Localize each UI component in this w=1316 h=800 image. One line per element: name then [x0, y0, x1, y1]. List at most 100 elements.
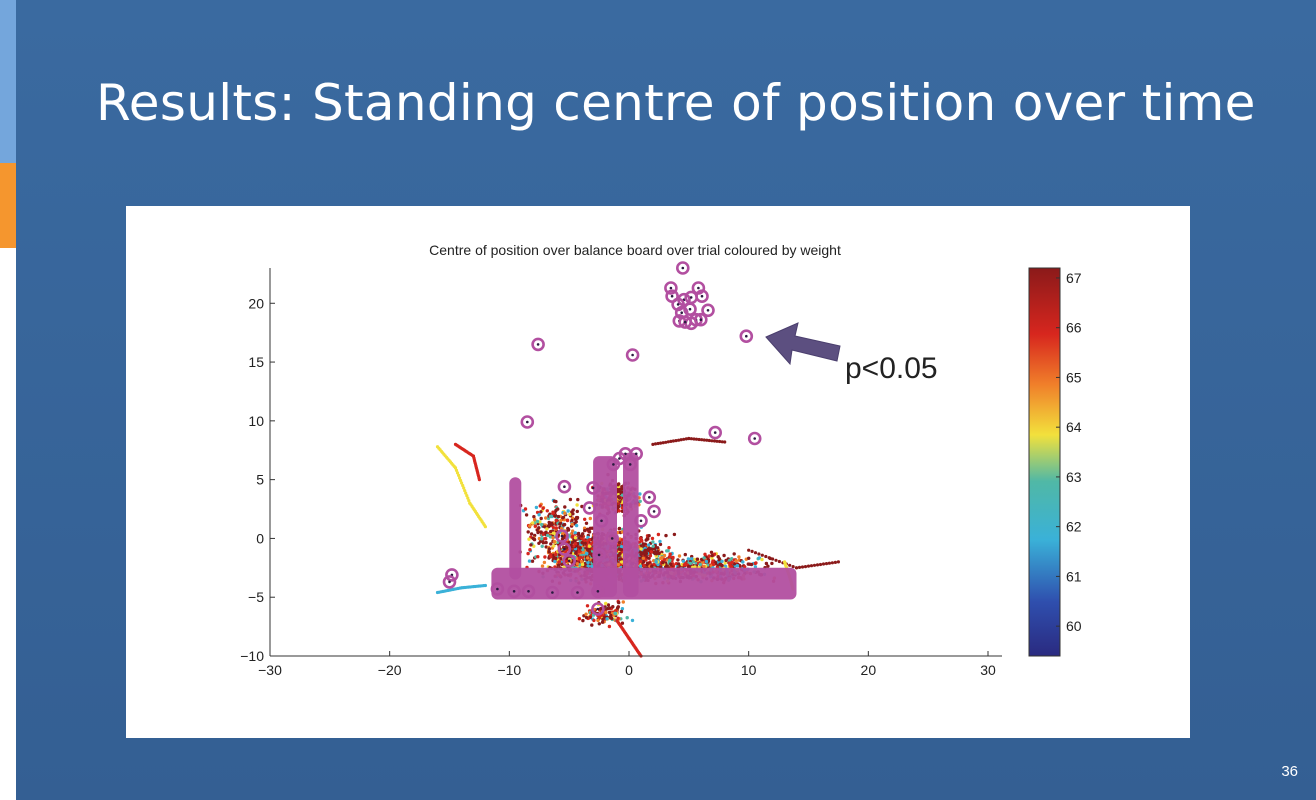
trajectory-point [524, 513, 529, 517]
trajectory-point [554, 556, 558, 561]
trajectory-point [566, 526, 570, 531]
trajectory-point [679, 438, 683, 442]
trajectory-point [661, 441, 665, 445]
trajectory-point [584, 521, 589, 525]
trajectory-point [753, 551, 758, 555]
trajectory-point [548, 514, 553, 519]
trajectory-point [659, 441, 663, 445]
trajectory-point [767, 556, 771, 560]
trajectory-point [757, 556, 762, 560]
trajectory-point [530, 559, 535, 563]
highlight-marker-center [591, 486, 595, 490]
trajectory-point [669, 562, 673, 566]
trajectory-point [697, 437, 701, 442]
highlight-marker-center [648, 496, 651, 499]
y-tick-label: 20 [248, 295, 264, 311]
trajectory-point [666, 549, 670, 553]
trajectory-point [580, 541, 584, 545]
x-tick-label: 20 [861, 662, 877, 678]
trajectory-point [588, 526, 592, 530]
trajectory-point [463, 489, 467, 493]
trajectory-point [753, 561, 758, 566]
trajectory-point [692, 437, 696, 441]
highlight-marker [545, 585, 560, 600]
trajectory-point [616, 562, 621, 567]
highlight-marker-center [618, 457, 621, 460]
trajectory-point [760, 557, 764, 562]
trajectory-point [540, 544, 544, 548]
trajectory-point [743, 565, 747, 569]
trajectory-point [661, 561, 665, 565]
trajectory-point [836, 560, 841, 564]
trajectory-point [528, 548, 532, 552]
highlight-marker-center [639, 519, 643, 523]
trajectory-point [554, 553, 558, 557]
highlight-marker-center [551, 591, 554, 594]
trajectory-point [746, 562, 750, 566]
trajectory-point [547, 550, 551, 554]
trajectory-point [568, 497, 573, 502]
trajectory-point [570, 540, 575, 545]
highlight-marker-center [612, 463, 615, 466]
trajectory-point [702, 556, 706, 560]
x-tick-label: −20 [378, 662, 402, 678]
trajectory-point [702, 564, 706, 568]
highlight-marker-center [563, 485, 566, 489]
trajectory-point [539, 510, 543, 514]
trajectory-point [483, 583, 487, 588]
trajectory-point [566, 509, 570, 513]
trajectory-point [553, 559, 557, 564]
trajectory-point [556, 507, 560, 511]
trajectory-point [542, 560, 547, 565]
trajectory-point [458, 476, 462, 480]
trajectory-point [544, 516, 548, 520]
highlight-marker-center [689, 296, 693, 299]
trajectory-point [460, 481, 464, 485]
trajectory-point [577, 617, 582, 621]
trajectory-point [683, 552, 687, 557]
trajectory-point [641, 556, 645, 560]
trajectory-point [559, 518, 563, 523]
highlight-marker [582, 501, 597, 515]
trajectory-point [554, 499, 558, 504]
trajectory-point [554, 526, 558, 530]
trajectory-point [553, 514, 557, 518]
trajectory-point [604, 601, 608, 606]
trajectory-point [453, 466, 458, 470]
trajectory-point [747, 548, 751, 552]
annotation: p<0.05 [765, 322, 938, 385]
trajectory-point [532, 515, 536, 519]
trajectory-point [483, 525, 487, 529]
trajectory-point [581, 550, 586, 554]
trajectory-point [580, 562, 585, 567]
trajectory-point [720, 440, 724, 444]
trajectory-point [651, 544, 655, 548]
trajectory-point [459, 478, 463, 483]
highlight-marker [675, 261, 690, 275]
trajectory-point [616, 605, 620, 609]
highlight-marker-center [596, 607, 600, 611]
trajectory-point [560, 562, 564, 566]
trajectory-point [543, 525, 547, 529]
highlight-marker-center [699, 318, 703, 321]
x-tick-label: 30 [980, 662, 996, 678]
slide-title: Results: Standing centre of position ove… [96, 74, 1256, 132]
trajectory-point [687, 436, 691, 441]
trajectory-point [621, 600, 625, 604]
trajectory-point [777, 559, 782, 564]
trajectory-point [467, 499, 471, 503]
colorbar-tick-label: 67 [1066, 270, 1082, 286]
trajectory-point [617, 547, 621, 551]
highlight-marker [594, 513, 609, 528]
trajectory-point [618, 557, 622, 561]
trajectory-point [581, 547, 585, 552]
trajectory-point [541, 506, 545, 510]
trajectory-point [587, 551, 591, 556]
trajectory-point [794, 566, 799, 570]
colorbar-tick-label: 63 [1066, 469, 1082, 485]
trajectory-point [815, 563, 820, 567]
trajectory-point [592, 618, 596, 623]
trajectory-point [570, 518, 574, 523]
trajectory-point [605, 607, 610, 611]
highlight-marker-center [753, 437, 756, 440]
